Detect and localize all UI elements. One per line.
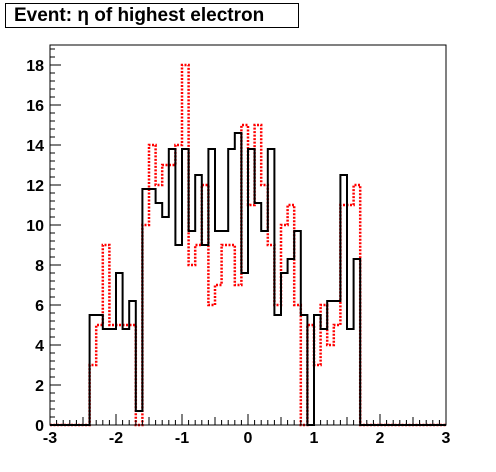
y-tick-label: 4 <box>35 338 44 355</box>
series-layer <box>50 63 446 427</box>
x-tick-label: 3 <box>442 430 451 447</box>
y-tick-label: 14 <box>26 138 44 155</box>
y-tick-label: 0 <box>35 418 44 435</box>
x-tick-label: -2 <box>109 430 123 447</box>
x-tick-label: 0 <box>244 430 253 447</box>
y-tick-label: 6 <box>35 298 44 315</box>
y-tick-label: 12 <box>26 178 44 195</box>
x-tick-label: -3 <box>43 430 57 447</box>
chart-title: Event: η of highest electron <box>5 3 299 28</box>
y-tick-label: 16 <box>26 98 44 115</box>
x-tick-label: 2 <box>376 430 385 447</box>
x-tick-label: 1 <box>310 430 319 447</box>
series-solid-line <box>50 132 446 426</box>
y-tick-label: 10 <box>26 218 44 235</box>
y-tick-label: 8 <box>35 258 44 275</box>
y-tick-label: 18 <box>26 58 44 75</box>
x-tick-label: -1 <box>175 430 189 447</box>
y-tick-label: 2 <box>35 378 44 395</box>
